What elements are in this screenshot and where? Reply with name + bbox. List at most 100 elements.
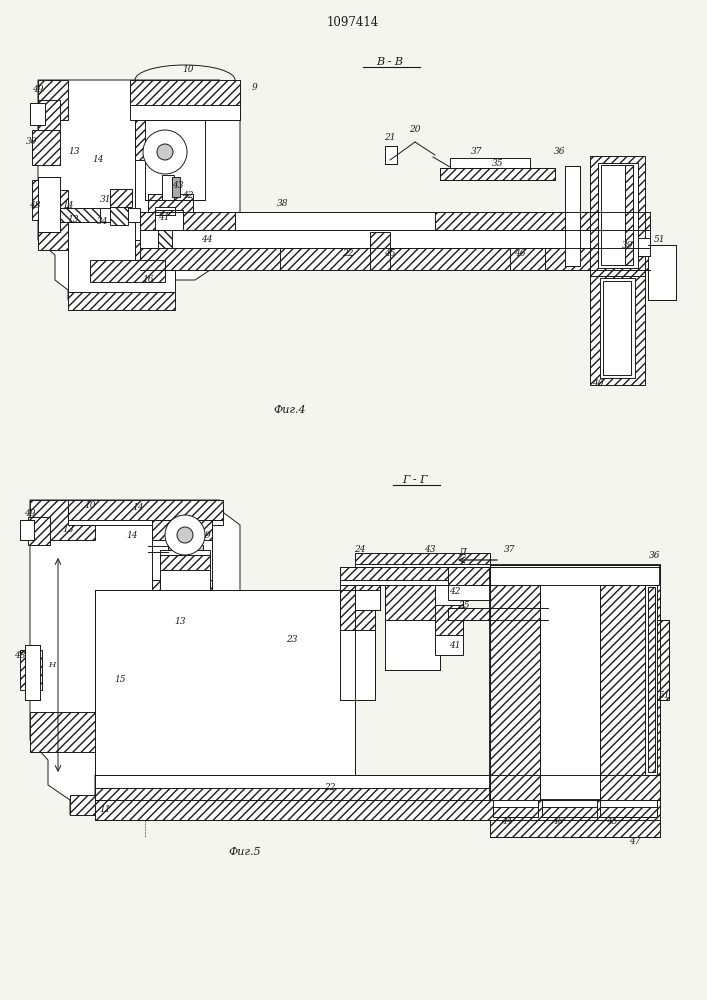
Bar xyxy=(95,590,355,775)
Bar xyxy=(542,800,597,817)
Bar xyxy=(135,115,170,160)
Text: 16: 16 xyxy=(142,275,153,284)
Text: 42: 42 xyxy=(182,190,194,200)
Text: 44: 44 xyxy=(501,818,513,826)
Bar xyxy=(542,807,597,817)
Bar xyxy=(651,620,669,700)
Text: 13: 13 xyxy=(69,147,80,156)
Bar xyxy=(68,212,175,292)
Text: 34: 34 xyxy=(98,217,109,226)
Text: 43: 43 xyxy=(424,546,436,554)
Bar xyxy=(493,807,538,817)
Bar xyxy=(60,208,140,222)
Text: 15: 15 xyxy=(115,676,126,684)
Bar xyxy=(565,166,580,266)
Bar xyxy=(155,210,183,230)
Text: 10: 10 xyxy=(84,502,95,510)
Bar xyxy=(140,248,650,270)
Bar xyxy=(340,585,375,630)
Text: 35: 35 xyxy=(460,601,471,610)
Bar xyxy=(110,189,132,207)
Bar xyxy=(152,520,212,600)
Text: Г - Г: Г - Г xyxy=(402,475,428,485)
Bar xyxy=(32,130,60,165)
Text: 13: 13 xyxy=(174,617,186,626)
Bar xyxy=(25,645,40,700)
Bar xyxy=(600,278,635,378)
Bar xyxy=(130,80,240,105)
Bar xyxy=(355,553,490,564)
Text: 43: 43 xyxy=(173,180,184,190)
Bar xyxy=(648,245,676,300)
Text: 51: 51 xyxy=(654,235,666,244)
Bar xyxy=(30,712,95,752)
Text: 10: 10 xyxy=(182,66,194,75)
Bar xyxy=(30,103,45,125)
Text: Фиг.5: Фиг.5 xyxy=(228,847,262,857)
Bar xyxy=(130,80,240,120)
Polygon shape xyxy=(30,500,240,815)
Bar xyxy=(95,788,660,800)
Text: 9: 9 xyxy=(205,532,211,540)
Bar xyxy=(355,560,380,590)
Bar xyxy=(155,207,175,215)
Bar xyxy=(155,210,175,215)
Text: 21: 21 xyxy=(384,133,396,142)
Bar xyxy=(30,500,95,540)
Bar xyxy=(158,230,172,248)
Text: В - В: В - В xyxy=(377,57,404,67)
Bar xyxy=(600,800,657,817)
Text: 9: 9 xyxy=(252,84,258,93)
Text: 14: 14 xyxy=(132,504,144,512)
Bar xyxy=(20,520,34,540)
Text: 23: 23 xyxy=(286,636,298,645)
Text: 36: 36 xyxy=(554,147,566,156)
Text: 14: 14 xyxy=(92,155,104,164)
Bar xyxy=(135,115,170,270)
Bar xyxy=(651,620,669,700)
Bar xyxy=(60,208,100,222)
Text: 41: 41 xyxy=(158,214,170,223)
Text: 36: 36 xyxy=(649,550,661,560)
Text: 14: 14 xyxy=(62,200,74,210)
Bar xyxy=(205,80,240,120)
Text: 13: 13 xyxy=(67,216,78,225)
Bar xyxy=(235,212,435,230)
Bar xyxy=(90,260,165,282)
Text: 14: 14 xyxy=(127,530,138,540)
Bar xyxy=(370,232,390,270)
Text: 22: 22 xyxy=(325,782,336,792)
Text: 47: 47 xyxy=(629,838,641,846)
Text: 13: 13 xyxy=(62,526,74,534)
Text: 46: 46 xyxy=(514,249,526,258)
Bar xyxy=(38,80,68,120)
Circle shape xyxy=(157,144,173,160)
Text: 41: 41 xyxy=(449,641,461,650)
Bar xyxy=(448,608,548,620)
Bar xyxy=(448,608,548,620)
Bar xyxy=(20,650,42,690)
Bar xyxy=(625,165,633,265)
Bar xyxy=(95,775,660,800)
Circle shape xyxy=(143,130,187,174)
Bar xyxy=(140,212,650,230)
Bar xyxy=(600,807,657,817)
Bar xyxy=(38,190,68,250)
Bar xyxy=(95,590,355,775)
Bar xyxy=(590,156,645,276)
Bar xyxy=(162,175,174,200)
Text: 31: 31 xyxy=(100,196,112,205)
Bar xyxy=(490,820,660,837)
Text: 40: 40 xyxy=(592,378,604,387)
Bar xyxy=(490,585,540,800)
Bar xyxy=(340,585,375,700)
Bar xyxy=(638,238,650,256)
Text: 37: 37 xyxy=(504,546,515,554)
Bar xyxy=(32,180,60,220)
Text: 38: 38 xyxy=(277,198,288,208)
Bar xyxy=(598,163,638,268)
Bar xyxy=(148,194,193,212)
Bar xyxy=(490,565,660,800)
Text: 49: 49 xyxy=(24,508,36,518)
Bar xyxy=(385,585,440,670)
